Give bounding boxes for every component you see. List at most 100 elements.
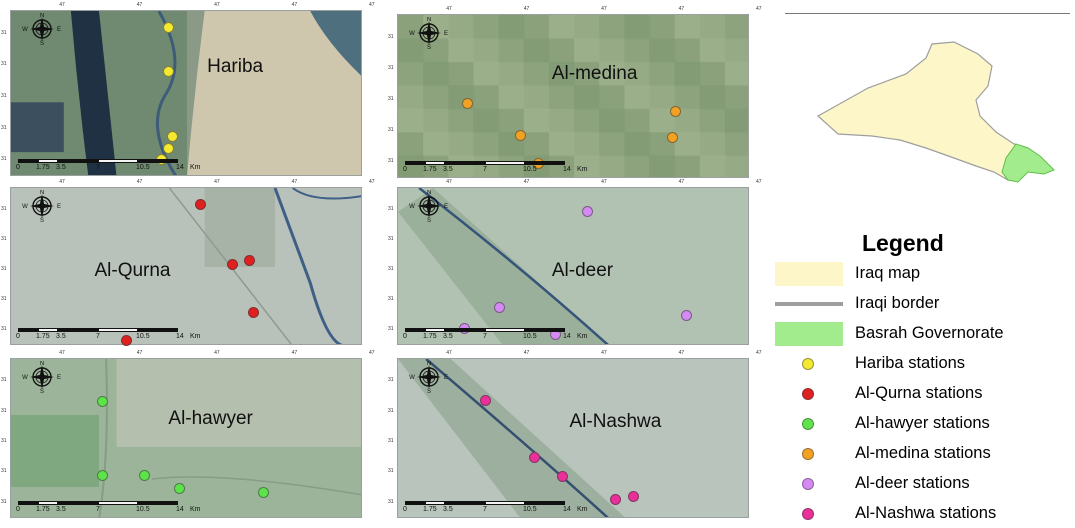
al-hawyer-map-area (10, 358, 362, 518)
scale-tick-label: 7 (96, 506, 100, 513)
al-deer-scale-bar: 0 1.75 3.5 7 10.5 14 Km (403, 328, 605, 344)
al-deer-station-marker (494, 302, 506, 314)
compass-south-label: S (427, 45, 431, 49)
scale-tick-label: 1.75 (36, 164, 50, 171)
al-medina-title: Al-medina (551, 63, 638, 85)
legend-item-al-hawyer: Al-hawyer stations (775, 412, 1075, 438)
latitude-tick: 31 (388, 468, 394, 475)
al-medina-scale-bar: 0 1.75 3.5 7 10.5 14 Km (403, 161, 605, 177)
scale-segment (38, 328, 58, 332)
longitude-tick: 47 (369, 2, 375, 8)
longitude-tick: 47 (678, 179, 685, 185)
al-medina-satellite-background (398, 15, 748, 177)
al-deer-title: Al-deer (551, 259, 614, 281)
scale-tick-label: 1.75 (36, 506, 50, 513)
scale-segment (405, 328, 425, 332)
scale-segment (425, 501, 445, 505)
al-hawyer-title: Al-hawyer (168, 407, 253, 429)
compass-west-label: W (409, 204, 415, 210)
al-hawyer-station-marker (173, 482, 185, 494)
longitude-tick: 47 (59, 179, 65, 185)
legend-dot-swatch (802, 418, 814, 430)
longitude-tick: 47 (214, 2, 220, 8)
legend-item-al-nashwa: Al-Nashwa stations (775, 502, 1075, 528)
compass-north-label: N (427, 361, 431, 367)
compass-south-label: S (40, 389, 44, 393)
al-hawyer-satellite-background (11, 359, 361, 517)
latitude-tick: 31 (1, 468, 7, 475)
longitude-tick: 47 (369, 179, 375, 185)
longitude-tick: 47 (446, 350, 452, 356)
latitude-tick: 31 (388, 296, 394, 303)
hariba-title: Hariba (207, 56, 264, 78)
scale-segment (38, 159, 58, 163)
scale-segment (98, 159, 138, 163)
al-qurna-station-marker (244, 254, 256, 266)
legend-dot-swatch (802, 508, 814, 520)
al-hawyer-scale-bar: 0 1.75 3.5 7 10.5 14 Km (16, 501, 218, 517)
scale-tick-label: 0 (16, 333, 20, 340)
compass-east-label: E (57, 375, 61, 381)
al-qurna-scale-bar: 0 1.75 3.5 7 10.5 14 Km (16, 328, 218, 344)
latitude-tick: 31 (388, 205, 394, 212)
scale-segment (138, 328, 178, 332)
scale-segment (485, 501, 525, 505)
hariba-map-area (10, 10, 362, 176)
scale-segment (138, 159, 178, 163)
scale-tick-label: 0 (403, 333, 407, 340)
compass-north-label: N (40, 13, 44, 19)
legend-title: Legend (862, 230, 944, 256)
latitude-tick: 31 (1, 29, 7, 36)
scale-segment (445, 328, 485, 332)
legend-label: Hariba stations (855, 354, 966, 372)
compass-north-label: N (40, 190, 44, 196)
scale-segment (58, 328, 98, 332)
al-qurna-top-ticks: 47 47 47 47 47 (10, 179, 374, 187)
scale-segment (38, 501, 58, 505)
hariba-satellite-background (11, 11, 361, 175)
scale-segment (18, 328, 38, 332)
latitude-tick: 31 (1, 205, 7, 212)
al-hawyer-station-marker (96, 396, 108, 408)
al-medina-station-marker (670, 105, 682, 117)
scale-tick-label: 14 (563, 333, 571, 340)
compass-north-label: N (427, 190, 431, 196)
hariba-station-marker (163, 66, 175, 78)
compass-west-label: W (22, 204, 28, 210)
latitude-tick: 31 (388, 64, 394, 71)
scale-segment (58, 159, 98, 163)
scale-tick-label: 1.75 (423, 333, 437, 340)
al-qurna-station-marker (226, 259, 238, 271)
scale-segment (445, 501, 485, 505)
legend-label: Iraq map (855, 264, 921, 282)
latitude-tick: 31 (1, 93, 7, 99)
al-medina-side-ticks: 31 31 31 31 31 (388, 14, 398, 178)
al-hawyer-station-marker (96, 469, 108, 481)
al-nashwa-station-marker (557, 471, 569, 483)
al-medina-map-area (397, 14, 749, 178)
legend-fill-swatch (775, 322, 843, 346)
longitude-tick: 47 (291, 179, 298, 185)
latitude-tick: 31 (388, 33, 394, 40)
compass-south-label: S (40, 41, 44, 45)
al-medina-compass-icon: N S E W (409, 17, 449, 51)
longitude-tick: 47 (136, 2, 143, 8)
scale-tick-label: 3.5 (443, 333, 453, 340)
scale-tick-label: 7 (483, 333, 487, 340)
legend-item-iraq-border: Iraqi border (775, 292, 1075, 318)
al-deer-side-ticks: 31 31 31 31 31 (388, 187, 398, 345)
longitude-tick: 47 (136, 350, 143, 356)
scale-segment (525, 161, 565, 165)
al-nashwa-station-marker (480, 394, 491, 406)
panel-al-deer: 47 47 47 47 47 31 31 31 31 31 N S E W Al-deer 0 1.75 3.5 7… (388, 179, 762, 345)
compass-east-label: E (444, 375, 448, 381)
al-qurna-station-marker (247, 306, 259, 318)
panel-al-nashwa: 47 47 47 47 47 31 31 31 31 31 N S E W Al-Nashwa 0 1.75 3.… (388, 350, 762, 518)
compass-south-label: S (40, 218, 44, 222)
latitude-tick: 31 (388, 235, 394, 242)
legend-dot-swatch (802, 478, 814, 490)
scale-segment (525, 328, 565, 332)
al-deer-station-marker (680, 309, 692, 321)
latitude-tick: 31 (388, 326, 394, 333)
latitude-tick: 31 (388, 438, 394, 444)
